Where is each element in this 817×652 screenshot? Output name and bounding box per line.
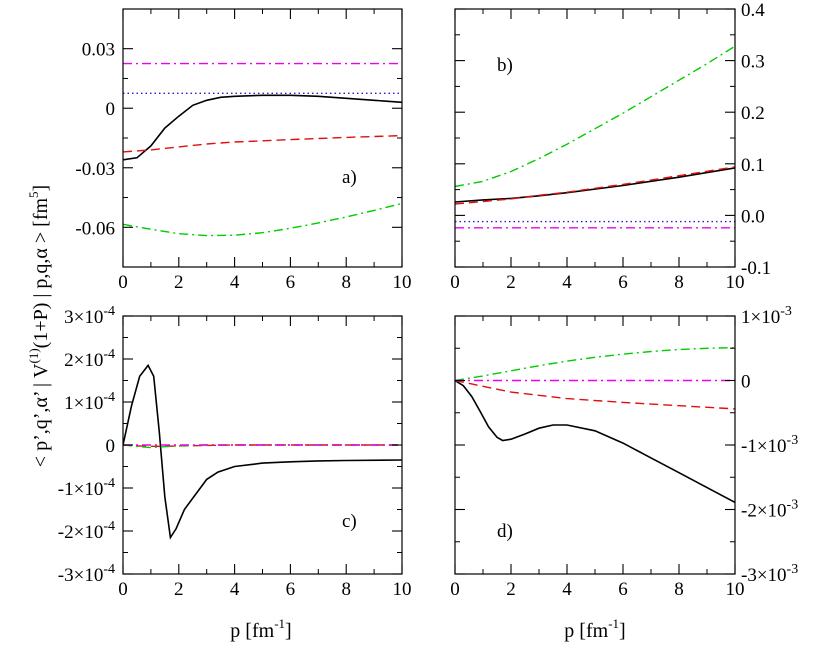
x-tick-label: 6 [618,579,628,600]
y-tick-label: 0.2 [741,103,765,124]
y-tick-label: 0.03 [82,40,115,61]
x-tick-label: 6 [286,579,296,600]
y-tick-label: 0.0 [741,206,765,227]
panel-c: 0 2 4 6 8 10 -3×10-4 -2×10-4 -1×10-4 0 1×10-4 2×10-… [58,304,412,600]
x-tick-label: 4 [562,272,572,293]
x-axis-title-left-post: ] [285,620,292,642]
panel-label: a) [342,167,357,188]
panel-d: 0 2 4 6 8 10-3×10-3 -2×10-3 -1×10-3 0 1×10-3 d) [450,304,798,600]
x-tick-label: 10 [726,272,745,293]
x-tick-label: 4 [230,272,240,293]
x-tick-label: 0 [450,579,460,600]
series-line-solid [123,363,402,540]
series-line-dash-dot [455,45,735,188]
y-axis-title-sup2: 5 [26,191,41,198]
panel-a: 0 2 4 6 8 10 -0.06 -0.03 0 0.03 a) [75,8,412,293]
x-axis-title-left-pre: p [fm [230,620,274,642]
y-tick-label: -3×10-3 [741,562,798,586]
y-tick-label: -0.03 [75,159,115,180]
y-tick-label: 3×10-4 [64,304,115,328]
x-axis-title-right-pre: p [fm [564,620,608,642]
x-axis-title-left-sup: -1 [274,616,285,631]
plot-frame [122,8,403,268]
panel-label: b) [497,55,513,76]
x-tick-label: 0 [118,579,128,600]
x-tick-label: 2 [506,579,516,600]
x-tick-label: 8 [674,272,684,293]
series-group [123,62,402,237]
x-axis-title-right-post: ] [619,620,626,642]
y-tick-label: 0 [106,436,116,457]
y-tick-label: -1×10-4 [58,476,115,500]
y-tick-label: -0.06 [75,218,115,239]
series-group [455,346,735,504]
y-axis-title: < p’,q’,α’ | V(1)(1+P) | p,q,α > [fm5] [26,185,52,467]
series-line-dash-dot [455,346,735,382]
panel-label: c) [342,511,357,532]
y-tick-label: 0 [106,99,116,120]
x-tick-label: 10 [726,579,745,600]
y-axis-title-sup1: (1) [26,348,41,363]
x-tick-label: 8 [341,579,351,600]
series-group [455,45,735,229]
y-tick-label: -3×10-4 [58,562,115,586]
x-tick-label: 2 [174,272,184,293]
x-tick-label: 6 [286,272,296,293]
series-line-dashed [455,379,735,410]
y-tick-label: 0 [741,372,751,393]
x-tick-label: 8 [674,579,684,600]
x-axis-title-right: p [fm-1] [564,616,625,642]
x-tick-label: 10 [393,579,412,600]
x-tick-label: 4 [230,579,240,600]
x-tick-label: 0 [118,272,128,293]
y-tick-label: 0.4 [741,0,765,21]
y-tick-label: 0.3 [741,52,765,73]
series-group [123,363,402,540]
x-axis-title-left: p [fm-1] [230,616,291,642]
panel-label: d) [497,521,513,542]
y-tick-label: -2×10-4 [58,519,115,543]
x-tick-label: 6 [618,272,628,293]
y-tick-label: -1×10-3 [741,433,798,457]
y-tick-label: 1×10-3 [741,304,792,328]
y-axis-title-pre: < p’,q’,α’ | V [30,363,52,467]
x-tick-label: 4 [562,579,572,600]
y-tick-label: -0.1 [741,258,771,279]
series-line-solid [455,379,735,504]
panel-b: 0 2 4 6 8 10-0.1 0.0 0.1 0.2 0.3 0.4 b) [450,0,771,293]
y-tick-label: 2×10-4 [64,347,115,371]
series-line-dash-dot [123,202,402,237]
series-line-solid [123,94,402,161]
y-tick-label: -2×10-3 [741,498,798,522]
x-tick-label: 0 [450,272,460,293]
y-axis-title-post: ] [30,185,52,192]
x-tick-label: 10 [393,272,412,293]
y-tick-label: 1×10-4 [64,390,115,414]
x-tick-label: 2 [506,272,516,293]
x-tick-label: 8 [341,272,351,293]
y-axis-title-mid: (1+P) | p,q,α > [fm [30,198,52,349]
x-axis-title-right-sup: -1 [608,616,619,631]
series-line-dashed [123,134,402,153]
y-tick-label: 0.1 [741,155,765,176]
series-line-dashed [455,166,735,205]
x-tick-label: 2 [174,579,184,600]
